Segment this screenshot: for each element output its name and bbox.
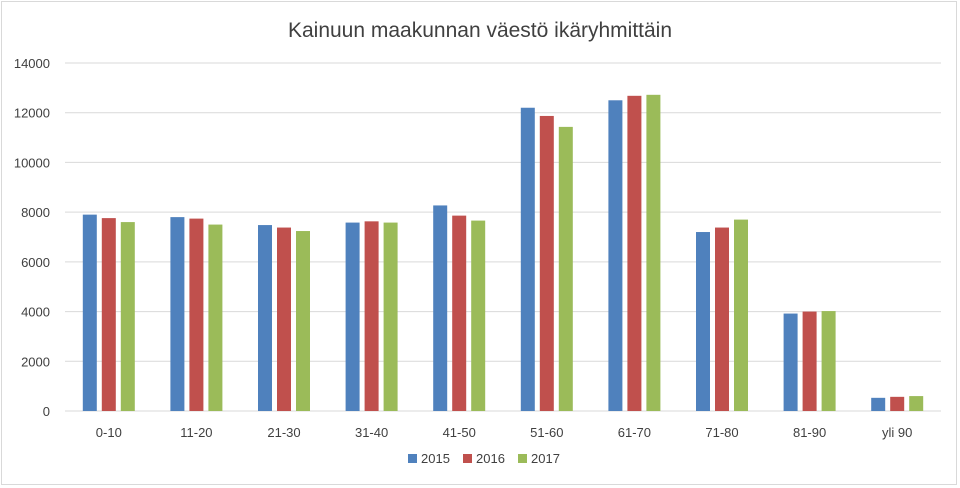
y-tick-label: 0 [43, 404, 50, 419]
x-tick-label: 51-60 [530, 425, 563, 440]
y-tick-label: 4000 [21, 305, 50, 320]
bar-2015-21-30 [258, 225, 272, 411]
chart-title: Kainuun maakunnan väestö ikäryhmittäin [288, 19, 672, 42]
bar-2017-21-30 [296, 231, 310, 411]
bar-2015-71-80 [696, 232, 710, 411]
bar-2017-yli 90 [909, 396, 924, 411]
bar-2017-41-50 [471, 220, 486, 411]
x-tick-label: 31-40 [355, 425, 388, 440]
bar-2015-41-50 [433, 205, 448, 411]
bar-2017-71-80 [734, 219, 748, 411]
bars [82, 94, 924, 412]
bar-2016-31-40 [364, 221, 379, 411]
bar-2016-71-80 [715, 227, 729, 411]
bar-2015-31-40 [345, 222, 360, 411]
x-tick-label: 0-10 [96, 425, 122, 440]
bar-2015-0-10 [82, 214, 97, 411]
legend: 2015 2016 2017 [408, 451, 560, 466]
bar-2015-81-90 [783, 313, 798, 411]
bar-2016-21-30 [277, 227, 291, 411]
bar-2015-11-20 [170, 217, 185, 411]
bar-2016-yli 90 [890, 396, 905, 411]
legend-label: 2015 [421, 451, 450, 466]
x-tick-label: 11-20 [180, 425, 212, 440]
y-tick-label: 8000 [21, 205, 50, 220]
y-tick-label: 2000 [21, 354, 50, 369]
bar-2016-0-10 [101, 218, 116, 411]
legend-swatch [408, 454, 417, 463]
bar-2015-61-70 [608, 100, 623, 412]
bar-2016-51-60 [539, 115, 554, 412]
y-tick-label: 12000 [14, 106, 50, 121]
bar-2016-81-90 [802, 311, 817, 411]
y-tick-label: 14000 [14, 56, 50, 71]
x-tick-label: yli 90 [882, 425, 912, 440]
bar-2017-0-10 [120, 222, 135, 411]
bar-2017-81-90 [821, 311, 836, 411]
bar-2017-31-40 [383, 222, 398, 411]
bar-2015-yli 90 [871, 397, 886, 411]
bar-2017-61-70 [646, 94, 661, 412]
y-tick-label: 6000 [21, 255, 50, 270]
x-tick-label: 21-30 [267, 425, 300, 440]
x-tick-label: 41-50 [443, 425, 476, 440]
x-tick-label: 81-90 [793, 425, 826, 440]
bar-2017-51-60 [558, 126, 573, 411]
y-tick-label: 10000 [14, 155, 50, 170]
bar-2016-41-50 [452, 215, 467, 411]
bar-2016-11-20 [189, 218, 204, 411]
x-tick-label: 61-70 [618, 425, 651, 440]
x-tick-label: 71-80 [705, 425, 738, 440]
legend-label: 2016 [476, 451, 505, 466]
x-axis-ticks: 0-10 11-20 21-30 31-40 41-50 51-60 61-70 71-80 8… [96, 425, 913, 440]
bar-2016-61-70 [627, 95, 642, 411]
bar-2017-11-20 [208, 224, 223, 411]
y-axis-ticks: 0 2000 4000 6000 8000 10000 12000 14000 [14, 56, 50, 419]
legend-label: 2017 [531, 451, 560, 466]
legend-swatch [463, 454, 472, 463]
legend-swatch [518, 454, 527, 463]
bar-2015-51-60 [520, 107, 535, 411]
